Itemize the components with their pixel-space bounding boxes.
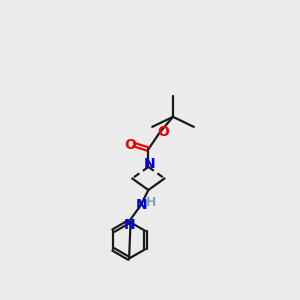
Text: O: O	[125, 138, 136, 152]
Text: N: N	[123, 218, 135, 233]
Text: O: O	[157, 125, 169, 139]
Text: H: H	[146, 196, 157, 209]
Text: N: N	[136, 198, 147, 212]
Text: N: N	[143, 157, 155, 171]
